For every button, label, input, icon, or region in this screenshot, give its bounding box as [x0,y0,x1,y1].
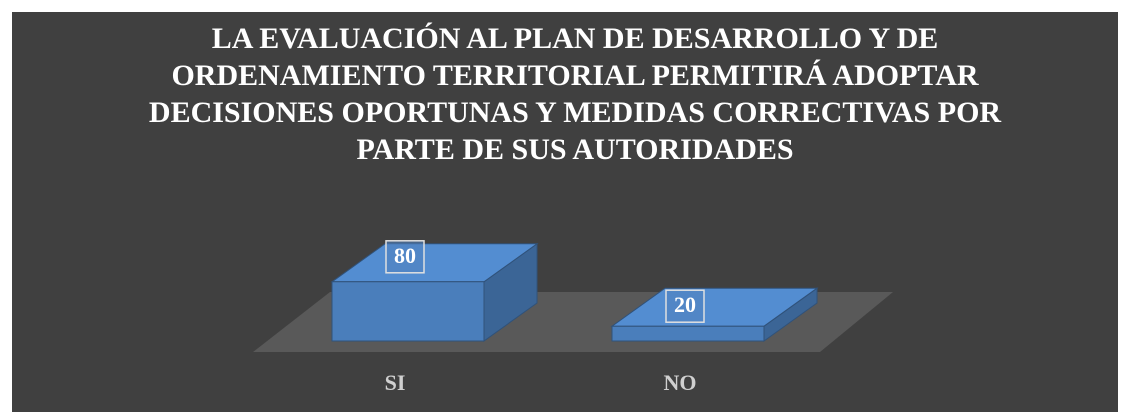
bar [610,287,819,342]
x-tick-label: SI [385,370,406,395]
data-label-box [665,289,705,323]
bar [330,242,539,342]
data-label: 20 [674,292,696,317]
chart-title: LA EVALUACIÓN AL PLAN DE DESARROLLO Y DE… [148,22,1002,166]
x-tick-label: NO [664,370,697,395]
bar-front [611,325,765,342]
bar-front [331,281,485,342]
data-label: 80 [394,243,416,268]
data-label-box [385,240,425,274]
